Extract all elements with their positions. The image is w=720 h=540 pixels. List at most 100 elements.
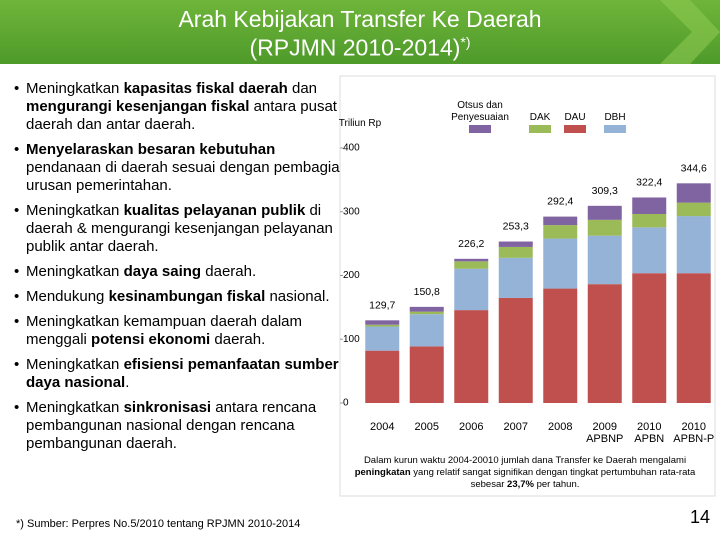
legend-label: Otsus dan Penyesuaian xyxy=(451,100,509,123)
subtitle: (RPJMN 2010-2014) xyxy=(249,34,461,61)
text-run: Meningkatkan xyxy=(26,202,124,219)
text-run: sinkronisasi xyxy=(123,399,212,416)
text-run: 23,7% xyxy=(507,479,534,490)
y-tick-label: 0 xyxy=(343,398,349,409)
legend-swatch xyxy=(604,125,626,133)
page-number: 14 xyxy=(690,507,711,527)
bar-segment xyxy=(632,273,667,403)
y-axis-label: Triliun Rp xyxy=(339,118,382,129)
text-run: kapasitas fiskal daerah xyxy=(123,80,288,97)
text-run: Meningkatkan xyxy=(26,399,124,416)
x-tick-label: 2008 xyxy=(548,421,573,433)
y-tick-label: 400 xyxy=(343,143,360,154)
text-run: . xyxy=(125,374,130,391)
bar-segment xyxy=(454,268,489,311)
text-run: kesinambungan fiskal xyxy=(108,288,266,305)
text-run: antara rencana pembangunan nasional deng… xyxy=(26,399,317,452)
bar-segment xyxy=(454,310,489,403)
header-arrow xyxy=(660,0,720,64)
text-run: Meningkatkan xyxy=(26,356,124,373)
bar-segment xyxy=(543,225,578,239)
bullet: Menyelaraskan besaran kebutuhan pendanaa… xyxy=(14,141,354,195)
bar-segment xyxy=(498,297,533,403)
bar-segment xyxy=(498,257,533,298)
note: Dalam kurun waktu 2004-20010 jumlah dana… xyxy=(350,455,700,491)
legend-label: DBH xyxy=(604,112,626,123)
bar-segment xyxy=(365,324,400,327)
text-run: pendanaan di daerah sesuai dengan pembag… xyxy=(26,159,348,194)
bullet: Meningkatkan kualitas pelayanan publik d… xyxy=(14,202,354,256)
y-tick-label: 200 xyxy=(343,270,360,281)
bar-segment xyxy=(454,261,489,269)
text-run: di daerah & mengurangi kesenjangan pelay… xyxy=(26,202,333,255)
bullet: Meningkatkan kapasitas fiskal daerah dan… xyxy=(14,80,354,134)
text-run: kualitas pelayanan publik xyxy=(123,202,306,219)
bar-segment xyxy=(365,326,400,351)
text-run: yang relatif sangat signifikan dengan ti… xyxy=(410,467,696,490)
bar-segment xyxy=(543,238,578,289)
text-run: daya saing xyxy=(123,263,202,280)
bar-segment xyxy=(587,284,622,403)
subtitle-line: (RPJMN 2010-2014)*) xyxy=(0,34,720,62)
bar-segment xyxy=(409,311,444,315)
bar-segment xyxy=(543,216,578,226)
x-tick-label: 2005 xyxy=(414,421,439,433)
text-run: Meningkatkan xyxy=(26,263,124,280)
text-run: daerah. xyxy=(210,331,266,348)
subtitle-mark: *) xyxy=(460,34,471,50)
x-tick-label: 2004 xyxy=(370,421,395,433)
text-run: antara pusat & daerah dan antar daerah. xyxy=(26,98,352,133)
bar-segment xyxy=(676,183,711,203)
total-label: 292,4 xyxy=(547,196,573,208)
x-tick-label: 2009 APBNP xyxy=(586,421,624,445)
x-tick-label: 2010 APBN xyxy=(634,421,665,445)
bar-segment xyxy=(676,273,711,403)
text-run: daerah. xyxy=(201,263,257,280)
legend-swatch xyxy=(564,125,586,133)
bar-segment xyxy=(409,314,444,347)
legend-label: DAU xyxy=(564,112,586,123)
bar-segment xyxy=(409,306,444,312)
legend-swatch xyxy=(529,125,551,133)
bullet: Meningkatkan daya saing daerah. xyxy=(14,263,354,281)
bar-segment xyxy=(543,288,578,403)
text-run: Menyelaraskan besaran kebutuhan xyxy=(26,141,276,158)
text-run: Meningkatkan kemampuan daerah dalam meng… xyxy=(26,313,302,348)
bullet: Meningkatkan sinkronisasi antara rencana… xyxy=(14,399,354,453)
total-label: 309,3 xyxy=(592,185,618,197)
text-run: per tahun. xyxy=(533,479,580,490)
bar-segment xyxy=(365,320,400,325)
bar-segment xyxy=(409,346,444,403)
bullet: Mendukung kesinambungan fiskal nasional. xyxy=(14,288,354,306)
text-run: Meningkatkan xyxy=(26,80,124,97)
total-label: 322,4 xyxy=(636,176,662,188)
text-run: potensi ekonomi xyxy=(91,331,211,348)
bar-segment xyxy=(454,258,489,262)
y-tick-label: 100 xyxy=(343,334,360,345)
y-tick-label: 300 xyxy=(343,206,360,217)
legend-label: DAK xyxy=(529,112,551,123)
total-label: 344,6 xyxy=(681,162,707,174)
text-run: mengurangi kesenjangan fiskal xyxy=(26,98,250,115)
bullet-list: Meningkatkan kapasitas fiskal daerah dan… xyxy=(14,80,354,460)
footnote: *) Sumber: Perpres No.5/2010 tentang RPJ… xyxy=(16,518,301,530)
bar-segment xyxy=(498,246,533,258)
text-run: Mendukung xyxy=(26,288,109,305)
total-label: 226,2 xyxy=(458,238,484,250)
text-run: peningkatan xyxy=(354,467,411,478)
bar-segment xyxy=(365,350,400,403)
bullet: Meningkatkan kemampuan daerah dalam meng… xyxy=(14,313,354,349)
bar-segment xyxy=(632,227,667,274)
total-label: 253,3 xyxy=(503,221,529,233)
bar-segment xyxy=(498,241,533,247)
bar-segment xyxy=(587,205,622,220)
bullet: Meningkatkan efisiensi pemanfaatan sumbe… xyxy=(14,356,354,392)
text-run: efisiensi pemanfaatan sumber daya nasion… xyxy=(26,356,339,391)
x-tick-label: 2007 xyxy=(503,421,528,433)
total-label: 129,7 xyxy=(369,299,395,311)
bar-segment xyxy=(587,219,622,236)
text-run: nasional. xyxy=(265,288,330,305)
bar-segment xyxy=(632,197,667,214)
